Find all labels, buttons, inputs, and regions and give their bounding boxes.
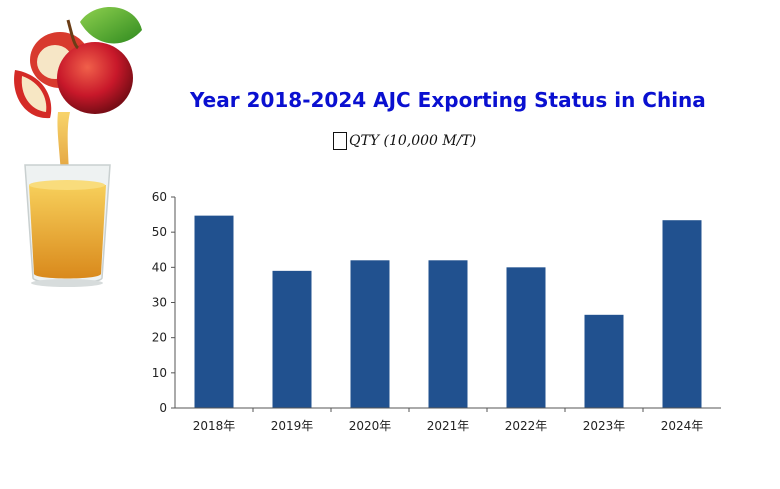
leaf-shape xyxy=(80,7,142,44)
bar-6 xyxy=(662,220,702,408)
bar-4 xyxy=(506,267,546,408)
chart-title: Year 2018-2024 AJC Exporting Status in C… xyxy=(190,88,706,112)
y-tick-label: 40 xyxy=(152,260,167,274)
subtitle-text: QTY (10,000 M/T) xyxy=(349,133,477,149)
bar-1 xyxy=(272,270,312,408)
x-tick-label: 2020年 xyxy=(349,419,392,433)
apple-juice-icon xyxy=(14,7,142,287)
y-tick-label: 30 xyxy=(152,296,167,310)
bar-3 xyxy=(428,260,468,408)
y-tick-label: 0 xyxy=(159,401,167,415)
bars-group xyxy=(194,215,702,408)
x-tick-label: 2018年 xyxy=(193,419,236,433)
x-tick-label: 2021年 xyxy=(427,419,470,433)
glass-juice-shape xyxy=(29,185,106,279)
x-tick-label: 2019年 xyxy=(271,419,314,433)
bar-5 xyxy=(584,314,624,408)
y-tick-label: 10 xyxy=(152,366,167,380)
glass-base-shape xyxy=(31,279,103,287)
x-tick-label: 2022年 xyxy=(505,419,548,433)
y-axis-ticks: 0 10 20 30 40 50 60 xyxy=(152,190,175,415)
apple-main-shape xyxy=(57,42,133,114)
x-tick-label: 2023年 xyxy=(583,419,626,433)
y-tick-label: 20 xyxy=(152,331,167,345)
y-tick-label: 50 xyxy=(152,225,167,239)
x-axis-ticks: 2018年 2019年 2020年 2021年 2022年 2023年 2024年 xyxy=(193,408,704,433)
apple-slice-flesh-shape xyxy=(21,76,47,112)
y-tick-label: 60 xyxy=(152,190,167,204)
legend-box-icon xyxy=(333,132,347,150)
x-tick-label: 2024年 xyxy=(661,419,704,433)
chart-subtitle: QTY (10,000 M/T) xyxy=(333,130,476,152)
bar-0 xyxy=(194,215,234,408)
apple-stem-shape xyxy=(66,19,80,50)
juice-surface-shape xyxy=(29,180,105,190)
bar-2 xyxy=(350,260,390,408)
